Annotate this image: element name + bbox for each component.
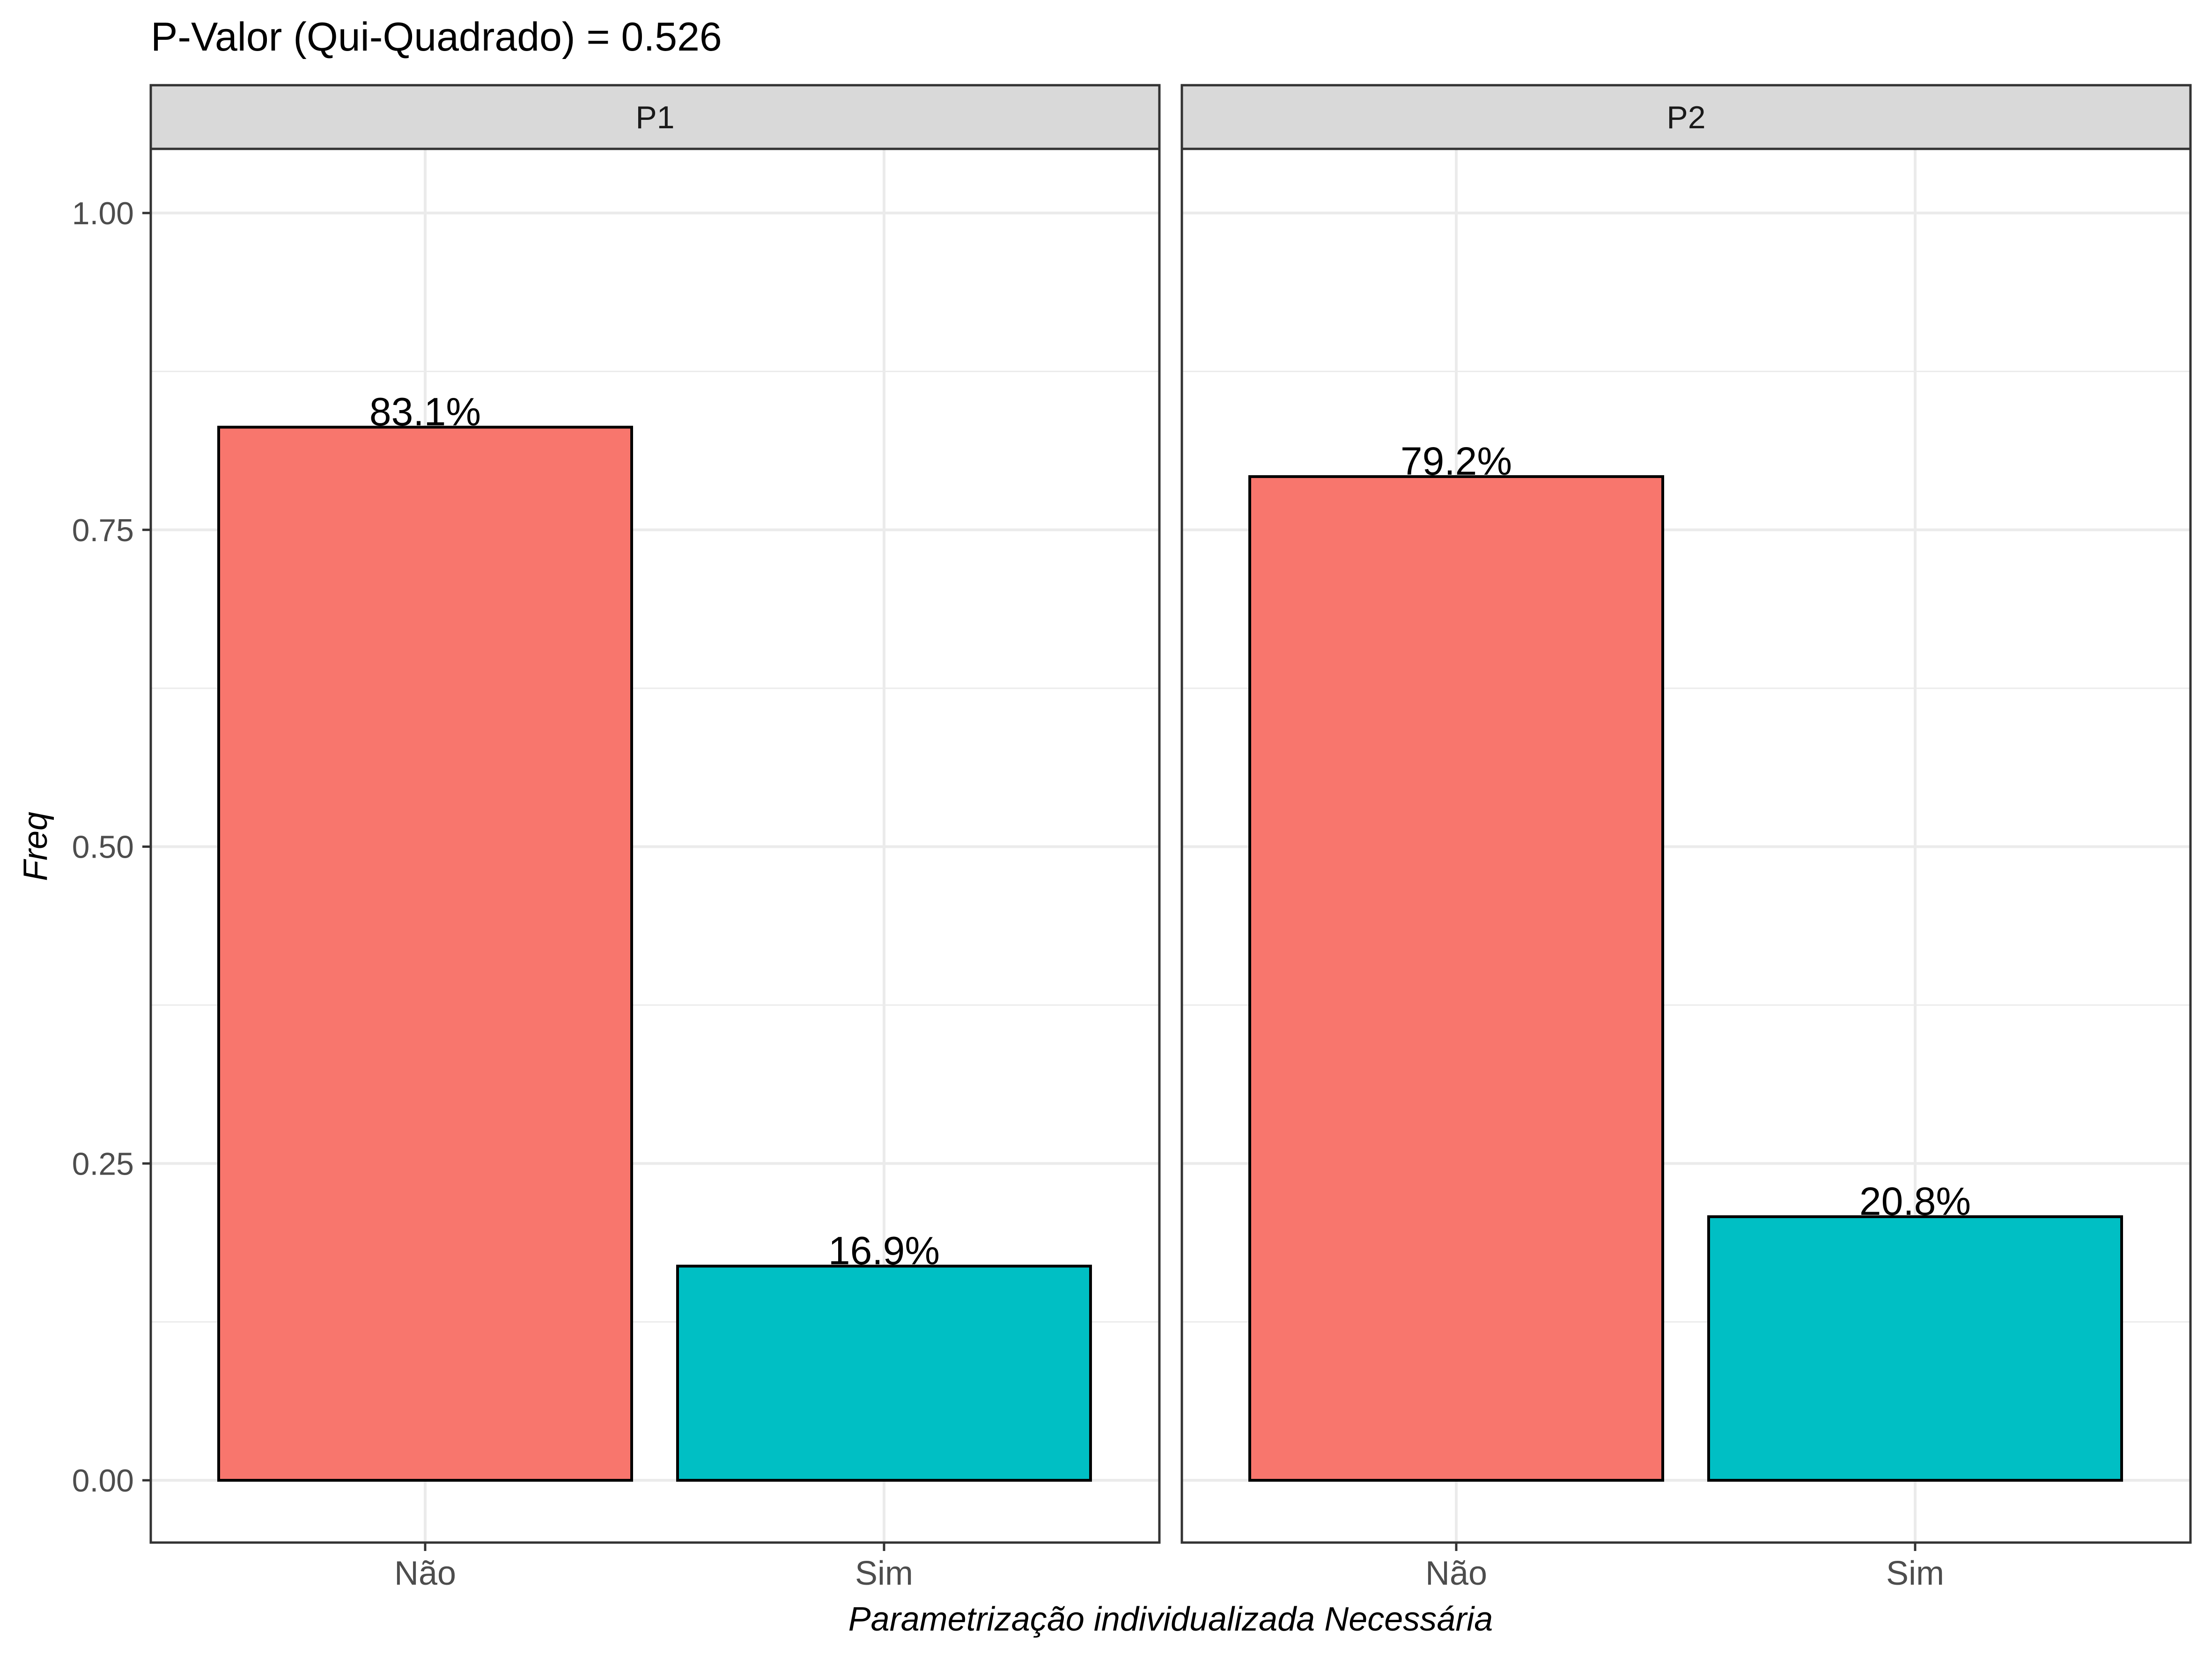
x-tick-label: Sim bbox=[855, 1555, 913, 1592]
y-tick-label: 1.00 bbox=[72, 196, 134, 231]
x-tick-label: Sim bbox=[1886, 1555, 1944, 1592]
panel-p2: 79.2% Não 20.8% Sim P2 bbox=[1180, 84, 2192, 1592]
x-tick-label: Não bbox=[394, 1555, 456, 1592]
y-tick-label: 0.25 bbox=[72, 1146, 134, 1182]
facet-strip bbox=[1180, 84, 2192, 150]
y-axis: 0.00 0.25 0.50 0.75 1.00 bbox=[72, 196, 151, 1499]
facet-strip-label: P2 bbox=[1666, 100, 1705, 135]
panel-p1: 83.1% Não 16.9% Sim P1 bbox=[149, 84, 1161, 1592]
y-tick-label: 0.50 bbox=[72, 830, 134, 865]
bar-p1-sim bbox=[676, 1264, 1092, 1482]
x-axis-title: Parametrização individualizada Necessári… bbox=[848, 1601, 1493, 1638]
facet-strip bbox=[149, 84, 1161, 150]
panels-layer: 83.1% Não 16.9% Sim P1 79.2% Não 20.8% Sim P2 bbox=[149, 84, 2192, 1592]
y-tick-label: 0.00 bbox=[72, 1463, 134, 1499]
data-label: 20.8% bbox=[1859, 1179, 1971, 1223]
data-label: 83.1% bbox=[369, 390, 481, 434]
data-label: 16.9% bbox=[828, 1229, 940, 1273]
bar-p1-nao bbox=[217, 426, 633, 1482]
y-axis-title: Freq bbox=[17, 812, 54, 881]
x-tick-label: Não bbox=[1425, 1555, 1487, 1592]
facet-strip-label: P1 bbox=[635, 100, 674, 135]
y-tick-label: 0.75 bbox=[72, 513, 134, 548]
bar-p2-sim bbox=[1707, 1215, 2123, 1482]
chart-title: P-Valor (Qui-Quadrado) = 0.526 bbox=[151, 15, 722, 59]
bar-p2-nao bbox=[1248, 475, 1664, 1482]
data-label: 79.2% bbox=[1401, 439, 1512, 483]
